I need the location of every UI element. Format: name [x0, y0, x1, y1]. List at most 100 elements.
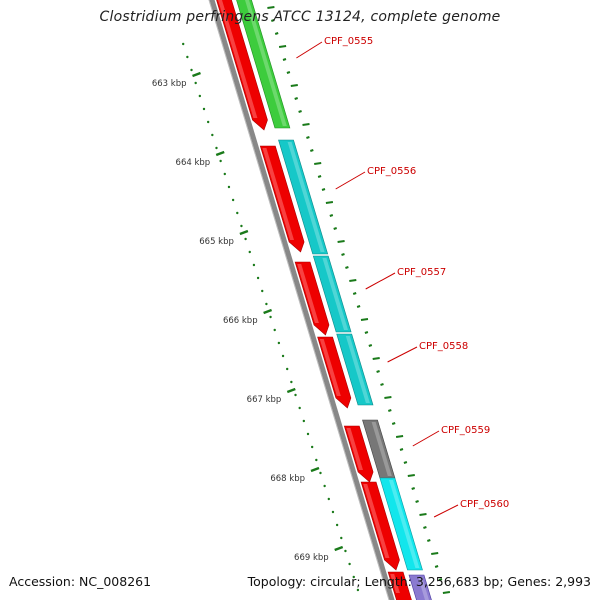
- ruler-label-5: 668 kbp: [270, 474, 305, 484]
- outer-tick-60: [282, 58, 287, 61]
- ruler-dot-109: [202, 107, 206, 111]
- ruler-major-tick-3: [263, 308, 273, 315]
- gene-leader-line-3: [387, 346, 418, 363]
- outer-tick-476: [407, 474, 415, 477]
- outer-tick-372: [376, 370, 380, 373]
- outer-tick-138: [306, 136, 310, 139]
- cds-arrow-shine-3: [319, 339, 341, 396]
- ruler-dot-434: [306, 432, 310, 436]
- ruler-dot-473: [319, 471, 322, 475]
- ruler-dot-174: [223, 172, 226, 176]
- gene-leader-line-2: [365, 272, 396, 290]
- ruler-dot-148: [215, 146, 218, 150]
- ruler-dot-551: [344, 549, 347, 553]
- outer-tick-424: [391, 422, 396, 425]
- feature-block-shine-2: [322, 258, 348, 330]
- outer-tick-515: [419, 513, 427, 516]
- ruler-dot-395: [294, 393, 297, 397]
- ruler-dot-265: [252, 263, 256, 267]
- cds-arrow-shine-1: [262, 148, 294, 240]
- feature-block-shine-6: [418, 577, 429, 600]
- outer-tick-229: [333, 227, 338, 230]
- outer-tick-47: [278, 45, 287, 48]
- ruler-dot-122: [206, 120, 210, 124]
- outer-tick-112: [298, 110, 302, 113]
- ruler-dot-317: [269, 315, 272, 319]
- ruler-dot-330: [273, 328, 276, 332]
- ruler-dot-408: [298, 406, 301, 410]
- outer-tick-541: [426, 539, 431, 542]
- outer-tick-281: [349, 279, 357, 282]
- ruler-label-1: 664 kbp: [176, 158, 211, 168]
- ruler-label-2: 665 kbp: [199, 237, 234, 247]
- outer-tick-346: [368, 344, 373, 347]
- outer-tick-86: [290, 84, 298, 87]
- outer-tick-255: [341, 253, 345, 256]
- ruler-dot-564: [348, 562, 351, 566]
- feature-block-0: [236, 0, 291, 129]
- ruler-dot-304: [265, 302, 268, 306]
- outer-tick-216: [329, 214, 334, 217]
- gene-label-cpf_0557: CPF_0557: [397, 267, 446, 278]
- gene-leader-line-0: [296, 41, 323, 59]
- accession-text: Accession: NC_008261: [9, 574, 152, 589]
- ruler-label-4: 667 kbp: [247, 395, 282, 405]
- ruler-label-0: 663 kbp: [152, 79, 187, 89]
- feature-block-shine-1: [287, 142, 325, 252]
- ruler-dot-135: [211, 133, 214, 137]
- genome-summary-text: Topology: circular; Length: 3,256,683 bp…: [247, 574, 591, 589]
- ruler-dot-291: [261, 289, 264, 293]
- outer-tick-99: [294, 97, 299, 100]
- outer-tick-437: [395, 435, 404, 438]
- outer-tick-34: [274, 32, 279, 35]
- outer-tick-21: [270, 19, 275, 22]
- ruler-dot-96: [198, 94, 202, 98]
- ruler-dot-57: [186, 55, 189, 59]
- outer-tick-385: [380, 383, 384, 386]
- outer-tick-411: [387, 409, 392, 412]
- ruler-dot-512: [331, 510, 335, 514]
- outer-tick-190: [321, 188, 326, 191]
- ruler-dot-421: [302, 419, 306, 423]
- ruler-dot-369: [286, 367, 289, 371]
- ruler-dot-538: [340, 536, 343, 540]
- outer-tick-463: [403, 461, 408, 464]
- feature-block-3: [336, 333, 374, 406]
- outer-tick-164: [314, 162, 322, 165]
- ruler-dot-460: [315, 458, 318, 462]
- ruler-dot-590: [356, 588, 360, 592]
- outer-tick-268: [345, 266, 349, 269]
- feature-block-shine-3: [345, 336, 370, 403]
- ruler-dot-44: [182, 42, 185, 46]
- gene-label-cpf_0559: CPF_0559: [441, 425, 490, 436]
- ruler-dot-343: [277, 341, 281, 345]
- gene-label-cpf_0556: CPF_0556: [367, 166, 416, 177]
- ruler-dot-278: [256, 276, 260, 280]
- feature-block-5: [379, 477, 423, 571]
- ruler-label-3: 666 kbp: [223, 316, 258, 326]
- ruler-dot-70: [190, 68, 193, 72]
- ruler-dot-226: [240, 224, 243, 228]
- outer-tick-528: [423, 526, 427, 529]
- ruler-dot-187: [227, 185, 231, 189]
- gene-leader-line-4: [412, 430, 440, 447]
- ruler-dot-447: [310, 445, 314, 449]
- feature-block-2: [312, 255, 352, 333]
- ruler-dot-499: [327, 497, 330, 501]
- ruler-dot-525: [335, 523, 339, 527]
- cds-arrow-shine-4: [346, 428, 363, 470]
- ruler-major-tick-4: [286, 387, 296, 394]
- ruler-major-tick-1: [215, 150, 225, 157]
- gene-label-cpf_0558: CPF_0558: [419, 341, 468, 352]
- outer-tick-8: [267, 6, 275, 9]
- gene-leader-line-1: [335, 171, 366, 190]
- outer-tick-333: [364, 331, 369, 334]
- outer-tick-489: [411, 487, 416, 490]
- outer-tick-554: [431, 552, 439, 555]
- cds-arrow-shine-2: [297, 264, 319, 323]
- ruler-dot-239: [244, 237, 247, 241]
- gene-label-cpf_0555: CPF_0555: [324, 36, 373, 47]
- outer-tick-593: [442, 591, 451, 594]
- cds-arrow-shine-0: [218, 0, 258, 118]
